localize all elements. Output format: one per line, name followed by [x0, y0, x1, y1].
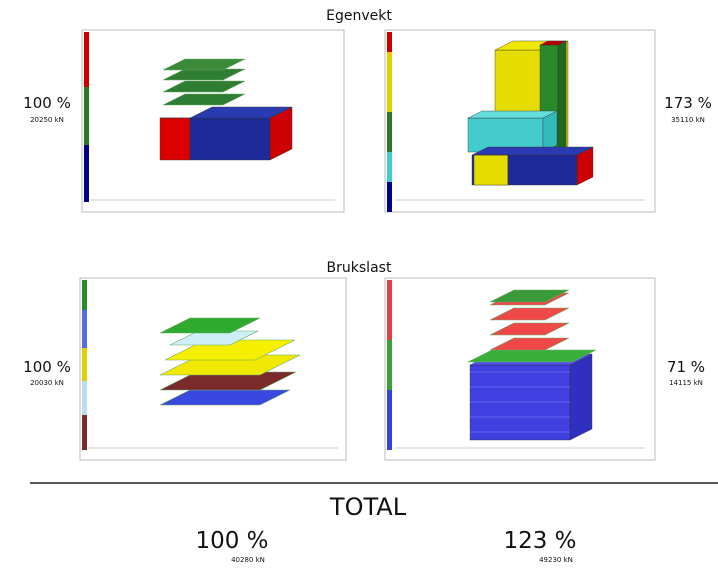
box-top — [472, 147, 593, 155]
section-title: Brukslast — [327, 260, 392, 276]
legend-bar — [82, 280, 87, 310]
box-face — [160, 118, 190, 160]
section-title: Egenvekt — [326, 8, 392, 24]
load: 14115 kN — [669, 379, 703, 387]
load: 20250 kN — [30, 116, 64, 124]
box-face — [470, 365, 570, 440]
box-face — [474, 155, 508, 185]
percent: 100 % — [23, 358, 71, 376]
legend-bar — [387, 390, 392, 450]
legend-bar — [387, 32, 392, 52]
legend-bar — [387, 112, 392, 152]
box-face — [190, 118, 270, 160]
box-side — [570, 354, 592, 440]
legend-bar — [84, 87, 89, 145]
load: 35110 kN — [671, 116, 705, 124]
legend-bar — [84, 145, 89, 202]
legend-bar — [387, 52, 392, 112]
page: Egenvekt 100 % 20250 kN 173 % 35110 kN B… — [0, 0, 718, 565]
percent: 123 % — [503, 528, 576, 554]
box-side — [558, 41, 566, 165]
load: 40280 kN — [231, 556, 265, 564]
percent: 71 % — [667, 358, 705, 376]
legend-bar — [82, 415, 87, 450]
legend-bar — [82, 381, 87, 415]
legend-bar — [84, 32, 89, 87]
box-top — [468, 111, 557, 118]
percent: 173 % — [664, 94, 712, 112]
percent: 100 % — [195, 528, 268, 554]
legend-bar — [387, 280, 392, 340]
load: 20030 kN — [30, 379, 64, 387]
total-title: TOTAL — [329, 493, 407, 521]
percent: 100 % — [23, 94, 71, 112]
load: 49230 kN — [539, 556, 573, 564]
legend-bar — [387, 182, 392, 212]
legend-bar — [387, 340, 392, 390]
legend-bar — [82, 310, 87, 348]
legend-bar — [82, 348, 87, 381]
legend-bar — [387, 152, 392, 182]
